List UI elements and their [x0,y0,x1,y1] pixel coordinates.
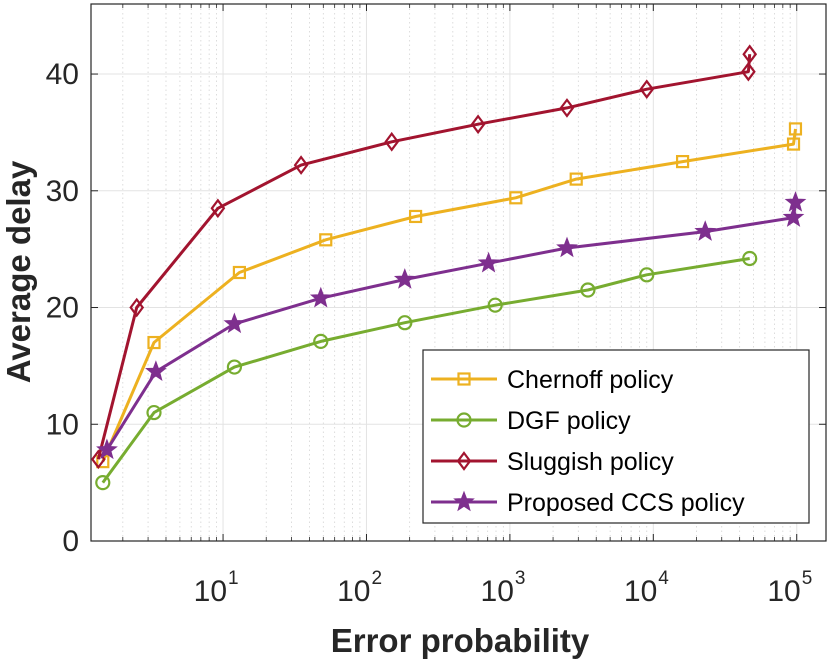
x-tick-label: 10 [337,575,370,608]
y-tick-label: 20 [46,292,79,325]
legend: Chernoff policy DGF policy Sluggish policy… [422,349,810,524]
data-point-chernoff-policy [569,172,583,186]
data-point-sluggish-policy [639,79,655,100]
series-proposed-ccs-policy [96,191,807,460]
x-tick-exponent: 5 [802,568,813,589]
axes-box [90,3,827,542]
data-point-chernoff-policy [786,137,801,151]
legend-marker [456,451,472,471]
legend-label: Sluggish policy [507,448,674,476]
data-point-dgf-policy [226,359,243,375]
data-point-proposed-ccs-policy [393,268,416,289]
legend-marker [453,490,475,512]
data-point-sluggish-policy [384,131,400,152]
data-point-sluggish-policy [742,44,758,65]
data-point-proposed-ccs-policy [782,206,805,227]
legend-marker [457,372,471,386]
data-point-sluggish-policy [470,114,486,135]
data-point-chernoff-policy [509,191,523,205]
y-tick-label: 40 [46,58,79,91]
x-tick-label: 10 [481,575,514,608]
series-line-proposed-ccs-policy [105,202,797,451]
x-tick-exponent: 3 [515,568,526,589]
data-point-dgf-policy [95,475,111,491]
data-point-proposed-ccs-policy [223,312,246,334]
data-point-dgf-policy [639,267,655,283]
x-tick-label: 10 [624,575,657,608]
legend-item-chernoff-policy: Chernoff policy [431,366,674,394]
data-point-dgf-policy [580,282,596,298]
x-tick-label: 10 [767,575,800,608]
data-point-chernoff-policy [788,122,803,136]
legend-label: Chernoff policy [507,366,674,394]
data-point-sluggish-policy [293,155,309,175]
series-line-chernoff-policy [101,128,797,463]
plot-area [90,44,807,491]
data-point-sluggish-policy [210,198,226,219]
x-tick-exponent: 2 [371,568,382,589]
y-tick-label: 10 [46,408,79,441]
series-dgf-policy [95,250,758,491]
axes [90,3,827,542]
data-point-proposed-ccs-policy [556,236,578,258]
legend-item-dgf-policy: DGF policy [431,407,631,435]
data-point-proposed-ccs-policy [309,286,332,308]
data-point-dgf-policy [397,315,413,331]
y-axis-label: Average delay [0,160,37,383]
data-point-chernoff-policy [147,335,161,350]
data-point-proposed-ccs-policy [477,251,500,273]
x-tick-exponent: 4 [658,568,669,589]
data-point-sluggish-policy [559,98,575,118]
data-point-chernoff-policy [319,233,333,247]
data-point-dgf-policy [146,404,162,421]
legend-label: DGF policy [507,407,631,435]
x-tick-label: 10 [194,575,227,608]
data-point-chernoff-policy [675,154,690,169]
data-point-dgf-policy [742,250,758,267]
data-point-dgf-policy [487,297,503,313]
series-line-sluggish-policy [96,54,752,460]
series-line-dgf-policy [101,257,750,484]
data-point-chernoff-policy [232,265,247,280]
data-point-sluggish-policy [129,297,145,318]
legend-marker [456,412,472,428]
legend-label: Proposed CCS policy [507,489,745,517]
series-chernoff-policy [96,122,803,469]
data-point-proposed-ccs-policy [96,438,118,460]
data-point-dgf-policy [313,333,329,349]
data-point-proposed-ccs-policy [694,220,717,241]
data-point-proposed-ccs-policy [145,360,167,381]
x-axis-label: Error probability [331,622,590,659]
x-tick-exponent: 1 [228,568,239,589]
series-sluggish-policy [90,44,758,470]
legend-item-sluggish-policy: Sluggish policy [431,448,674,476]
legend-item-proposed-ccs-policy: Proposed CCS policy [431,489,745,517]
data-point-proposed-ccs-policy [784,191,807,212]
y-tick-label: 0 [62,525,79,558]
data-point-chernoff-policy [408,209,423,224]
data-point-sluggish-policy [740,61,756,82]
y-tick-label: 30 [46,175,79,208]
